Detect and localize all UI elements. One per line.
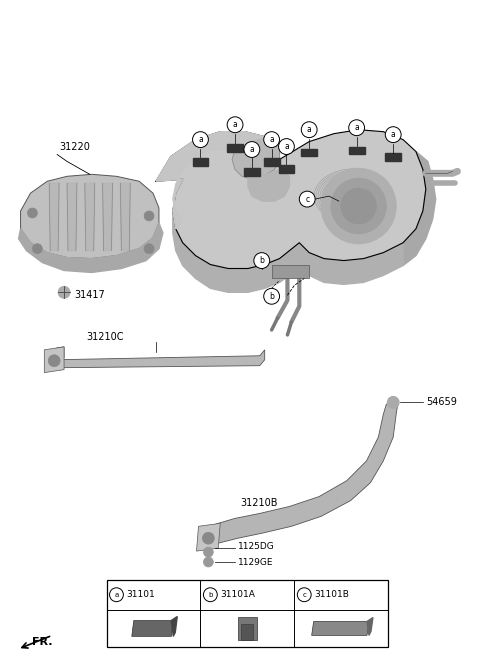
Circle shape <box>264 288 279 304</box>
Circle shape <box>204 547 213 557</box>
Circle shape <box>331 178 386 234</box>
Circle shape <box>341 188 376 224</box>
Circle shape <box>264 131 279 148</box>
Text: c: c <box>305 194 309 204</box>
Text: 31210B: 31210B <box>240 499 277 509</box>
Text: c: c <box>302 592 306 598</box>
Text: 31101B: 31101B <box>314 590 349 599</box>
Circle shape <box>278 139 294 154</box>
Text: a: a <box>114 592 119 598</box>
Polygon shape <box>85 183 95 251</box>
Circle shape <box>254 253 270 269</box>
Text: b: b <box>269 292 274 301</box>
Polygon shape <box>227 144 243 152</box>
Circle shape <box>244 142 260 158</box>
Polygon shape <box>132 620 173 637</box>
Polygon shape <box>120 183 130 251</box>
Circle shape <box>204 557 213 567</box>
Polygon shape <box>349 147 364 154</box>
Polygon shape <box>156 131 264 229</box>
Circle shape <box>58 286 70 298</box>
Circle shape <box>227 117 243 133</box>
Polygon shape <box>232 137 279 179</box>
Text: a: a <box>391 130 396 139</box>
Circle shape <box>144 244 154 254</box>
Circle shape <box>144 211 154 221</box>
Polygon shape <box>67 183 77 251</box>
Polygon shape <box>385 154 401 162</box>
Circle shape <box>385 127 401 143</box>
Polygon shape <box>156 129 426 269</box>
Text: a: a <box>198 135 203 144</box>
Polygon shape <box>264 158 279 166</box>
Circle shape <box>301 122 317 137</box>
Text: 31210C: 31210C <box>87 332 124 342</box>
Polygon shape <box>312 622 369 635</box>
Text: a: a <box>307 125 312 134</box>
Polygon shape <box>248 170 289 201</box>
Text: 31101A: 31101A <box>220 590 255 599</box>
Circle shape <box>387 396 399 408</box>
Polygon shape <box>196 524 220 551</box>
Polygon shape <box>49 183 59 251</box>
FancyBboxPatch shape <box>107 580 388 647</box>
Polygon shape <box>244 168 260 176</box>
Polygon shape <box>52 347 264 370</box>
Circle shape <box>192 131 208 148</box>
Text: 54659: 54659 <box>426 397 456 407</box>
Circle shape <box>33 244 42 254</box>
Polygon shape <box>278 166 294 173</box>
Text: a: a <box>233 120 238 129</box>
Polygon shape <box>19 223 163 273</box>
Text: a: a <box>269 135 274 144</box>
Polygon shape <box>301 148 317 156</box>
Polygon shape <box>103 183 112 251</box>
Circle shape <box>109 588 123 602</box>
Text: a: a <box>354 124 359 132</box>
Polygon shape <box>192 158 208 166</box>
Circle shape <box>300 191 315 207</box>
Text: 31220: 31220 <box>59 141 90 152</box>
Text: a: a <box>284 142 289 151</box>
Circle shape <box>203 532 214 544</box>
Polygon shape <box>238 616 257 641</box>
Circle shape <box>204 588 217 602</box>
Circle shape <box>48 355 60 367</box>
Polygon shape <box>205 399 398 546</box>
Polygon shape <box>173 211 403 292</box>
Circle shape <box>27 208 37 218</box>
Polygon shape <box>171 616 177 637</box>
Text: 31417: 31417 <box>74 290 105 300</box>
Polygon shape <box>272 265 309 279</box>
Polygon shape <box>241 624 253 641</box>
Text: b: b <box>259 256 264 265</box>
Circle shape <box>321 168 396 244</box>
Circle shape <box>349 120 364 135</box>
Circle shape <box>297 588 311 602</box>
Polygon shape <box>21 174 159 259</box>
Polygon shape <box>367 618 373 635</box>
Polygon shape <box>44 347 64 373</box>
Text: FR.: FR. <box>33 637 53 647</box>
Text: b: b <box>208 592 213 598</box>
Text: 1129GE: 1129GE <box>238 558 274 566</box>
Text: 31101: 31101 <box>126 590 155 599</box>
Polygon shape <box>403 152 436 265</box>
Text: 1125DG: 1125DG <box>238 541 275 551</box>
Text: a: a <box>250 145 254 154</box>
